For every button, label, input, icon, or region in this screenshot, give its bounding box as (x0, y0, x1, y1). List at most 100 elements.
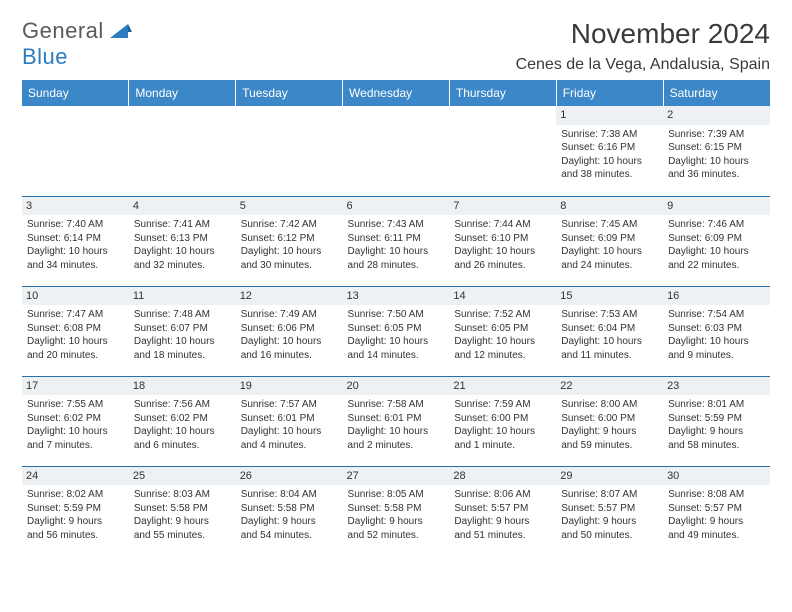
calendar-day-cell: 19Sunrise: 7:57 AMSunset: 6:01 PMDayligh… (236, 376, 343, 466)
day-day1: Daylight: 9 hours (668, 425, 765, 439)
day-sunset: Sunset: 5:58 PM (348, 502, 445, 516)
day-sunrise: Sunrise: 7:42 AM (241, 218, 338, 232)
calendar-week-row: 3Sunrise: 7:40 AMSunset: 6:14 PMDaylight… (22, 196, 770, 286)
calendar-day-cell: 27Sunrise: 8:05 AMSunset: 5:58 PMDayligh… (343, 466, 450, 556)
day-sunset: Sunset: 6:14 PM (27, 232, 124, 246)
day-day1: Daylight: 10 hours (134, 245, 231, 259)
day-number: 7 (449, 197, 556, 216)
calendar-empty-cell (22, 106, 129, 196)
day-sunrise: Sunrise: 8:03 AM (134, 488, 231, 502)
day-sunset: Sunset: 5:57 PM (668, 502, 765, 516)
day-sunrise: Sunrise: 7:57 AM (241, 398, 338, 412)
calendar-day-cell: 8Sunrise: 7:45 AMSunset: 6:09 PMDaylight… (556, 196, 663, 286)
day-day2: and 30 minutes. (241, 259, 338, 273)
day-sunset: Sunset: 6:00 PM (561, 412, 658, 426)
day-sunrise: Sunrise: 7:47 AM (27, 308, 124, 322)
calendar-day-cell: 28Sunrise: 8:06 AMSunset: 5:57 PMDayligh… (449, 466, 556, 556)
calendar-empty-cell (129, 106, 236, 196)
logo: General Blue (22, 18, 132, 70)
location-subtitle: Cenes de la Vega, Andalusia, Spain (516, 56, 770, 74)
day-sunset: Sunset: 6:10 PM (454, 232, 551, 246)
day-day1: Daylight: 9 hours (561, 515, 658, 529)
day-number: 18 (129, 377, 236, 396)
weekday-header: Sunday (22, 80, 129, 106)
day-sunrise: Sunrise: 7:41 AM (134, 218, 231, 232)
calendar-week-row: 17Sunrise: 7:55 AMSunset: 6:02 PMDayligh… (22, 376, 770, 466)
day-day1: Daylight: 10 hours (454, 335, 551, 349)
day-day2: and 32 minutes. (134, 259, 231, 273)
day-day1: Daylight: 10 hours (241, 425, 338, 439)
day-sunset: Sunset: 6:04 PM (561, 322, 658, 336)
day-day1: Daylight: 9 hours (454, 515, 551, 529)
day-sunset: Sunset: 6:00 PM (454, 412, 551, 426)
day-number: 1 (556, 106, 663, 125)
day-number: 12 (236, 287, 343, 306)
day-number: 22 (556, 377, 663, 396)
day-day2: and 36 minutes. (668, 168, 765, 182)
day-number: 23 (663, 377, 770, 396)
calendar-empty-cell (343, 106, 450, 196)
day-day2: and 26 minutes. (454, 259, 551, 273)
day-day1: Daylight: 10 hours (134, 425, 231, 439)
day-day2: and 58 minutes. (668, 439, 765, 453)
day-day2: and 16 minutes. (241, 349, 338, 363)
day-day2: and 7 minutes. (27, 439, 124, 453)
logo-word-2: Blue (22, 44, 68, 69)
day-day2: and 51 minutes. (454, 529, 551, 543)
day-day2: and 34 minutes. (27, 259, 124, 273)
day-day2: and 52 minutes. (348, 529, 445, 543)
calendar-day-cell: 29Sunrise: 8:07 AMSunset: 5:57 PMDayligh… (556, 466, 663, 556)
day-sunrise: Sunrise: 8:06 AM (454, 488, 551, 502)
calendar-day-cell: 18Sunrise: 7:56 AMSunset: 6:02 PMDayligh… (129, 376, 236, 466)
day-sunrise: Sunrise: 8:05 AM (348, 488, 445, 502)
day-day2: and 18 minutes. (134, 349, 231, 363)
day-day2: and 1 minute. (454, 439, 551, 453)
day-sunrise: Sunrise: 7:46 AM (668, 218, 765, 232)
logo-word-1: General (22, 18, 104, 43)
day-day1: Daylight: 9 hours (348, 515, 445, 529)
calendar-table: SundayMondayTuesdayWednesdayThursdayFrid… (22, 80, 770, 556)
day-day1: Daylight: 10 hours (561, 245, 658, 259)
day-sunrise: Sunrise: 7:54 AM (668, 308, 765, 322)
calendar-day-cell: 21Sunrise: 7:59 AMSunset: 6:00 PMDayligh… (449, 376, 556, 466)
day-number: 19 (236, 377, 343, 396)
calendar-day-cell: 9Sunrise: 7:46 AMSunset: 6:09 PMDaylight… (663, 196, 770, 286)
day-day1: Daylight: 9 hours (241, 515, 338, 529)
day-number: 26 (236, 467, 343, 486)
logo-text: General Blue (22, 18, 132, 70)
day-number: 11 (129, 287, 236, 306)
calendar-day-cell: 22Sunrise: 8:00 AMSunset: 6:00 PMDayligh… (556, 376, 663, 466)
day-day1: Daylight: 9 hours (27, 515, 124, 529)
day-sunset: Sunset: 6:09 PM (668, 232, 765, 246)
day-day1: Daylight: 10 hours (27, 245, 124, 259)
day-day1: Daylight: 10 hours (348, 245, 445, 259)
weekday-header: Thursday (449, 80, 556, 106)
day-day2: and 2 minutes. (348, 439, 445, 453)
day-sunrise: Sunrise: 7:48 AM (134, 308, 231, 322)
day-sunset: Sunset: 6:08 PM (27, 322, 124, 336)
day-day2: and 55 minutes. (134, 529, 231, 543)
day-sunset: Sunset: 6:11 PM (348, 232, 445, 246)
calendar-day-cell: 4Sunrise: 7:41 AMSunset: 6:13 PMDaylight… (129, 196, 236, 286)
day-sunset: Sunset: 6:07 PM (134, 322, 231, 336)
day-number: 8 (556, 197, 663, 216)
day-day2: and 14 minutes. (348, 349, 445, 363)
day-sunrise: Sunrise: 7:53 AM (561, 308, 658, 322)
calendar-day-cell: 13Sunrise: 7:50 AMSunset: 6:05 PMDayligh… (343, 286, 450, 376)
day-sunset: Sunset: 5:58 PM (134, 502, 231, 516)
day-day1: Daylight: 10 hours (27, 335, 124, 349)
day-number: 16 (663, 287, 770, 306)
day-day1: Daylight: 10 hours (241, 245, 338, 259)
day-day1: Daylight: 10 hours (668, 335, 765, 349)
day-day2: and 38 minutes. (561, 168, 658, 182)
calendar-week-row: 10Sunrise: 7:47 AMSunset: 6:08 PMDayligh… (22, 286, 770, 376)
day-sunrise: Sunrise: 7:45 AM (561, 218, 658, 232)
day-sunrise: Sunrise: 7:50 AM (348, 308, 445, 322)
weekday-header: Monday (129, 80, 236, 106)
calendar-day-cell: 20Sunrise: 7:58 AMSunset: 6:01 PMDayligh… (343, 376, 450, 466)
day-sunset: Sunset: 6:06 PM (241, 322, 338, 336)
day-sunrise: Sunrise: 7:55 AM (27, 398, 124, 412)
weekday-header: Friday (556, 80, 663, 106)
calendar-day-cell: 17Sunrise: 7:55 AMSunset: 6:02 PMDayligh… (22, 376, 129, 466)
day-number: 21 (449, 377, 556, 396)
